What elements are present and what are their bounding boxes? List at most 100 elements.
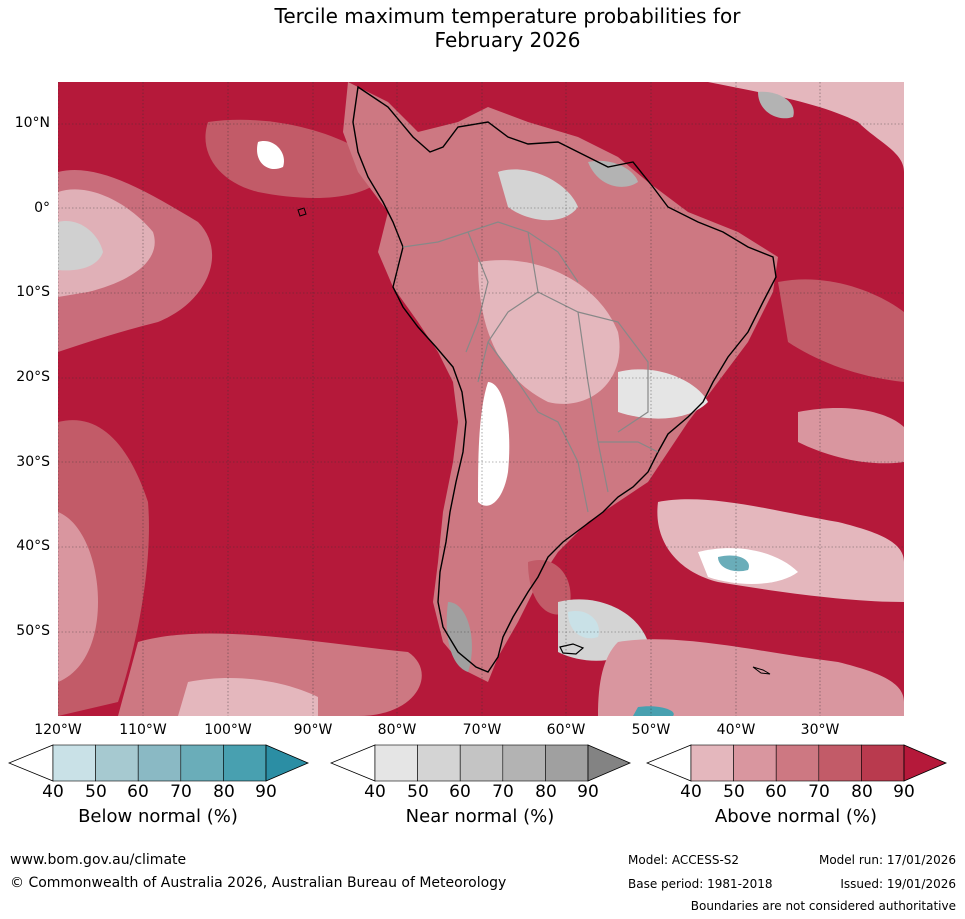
colorbar-low-extend	[646, 744, 692, 782]
probability-map	[58, 82, 904, 716]
chart-title: Tercile maximum temperature probabilitie…	[0, 4, 965, 52]
tick-label: 80	[535, 782, 557, 802]
atlantic-blue-patch	[568, 611, 599, 639]
lat-label-30S: 30°S	[16, 454, 50, 470]
country-boundaries	[402, 221, 659, 513]
lon-label-120W: 120°W	[34, 722, 82, 738]
lon-label-70W: 70°W	[462, 722, 502, 738]
tick-label: 70	[492, 782, 514, 802]
colorbar-segment	[223, 744, 267, 782]
pacific-southwest-pale	[58, 512, 98, 682]
land-pale-central	[618, 369, 708, 419]
tick-label: 60	[449, 782, 471, 802]
lon-label-80W: 80°W	[377, 722, 417, 738]
colorbar-segment	[733, 744, 777, 782]
atlantic-ne-pale	[708, 82, 904, 172]
footer-base-period: Base period: 1981-2018	[628, 877, 773, 891]
colorbar-above-normal	[646, 744, 948, 782]
lon-label-50W: 50°W	[631, 722, 671, 738]
atlantic-blue-spot	[718, 555, 749, 572]
colorbar-low-extend	[8, 744, 54, 782]
colorbar-segment	[690, 744, 734, 782]
lat-label-20S: 20°S	[16, 369, 50, 385]
south-georgia	[752, 666, 771, 675]
land-grey-south	[446, 602, 472, 672]
colorbar-segment	[502, 744, 546, 782]
footer-model-run: Model run: 17/01/2026	[818, 853, 956, 867]
title-line-2: February 2026	[434, 28, 581, 52]
colorbar-high-extend	[265, 744, 310, 782]
colorbar-segment	[775, 744, 820, 782]
footer-model: Model: ACCESS-S2	[628, 853, 740, 867]
colorbar-segment	[374, 744, 418, 782]
lat-label-10N: 10°N	[14, 115, 50, 131]
atlantic-east-band	[778, 279, 904, 382]
south-america-coastline	[352, 85, 777, 673]
lat-label-40S: 40°S	[16, 538, 50, 554]
map-gridlines	[58, 82, 904, 716]
land-pale-andes	[478, 382, 510, 506]
colorbar-segment	[417, 744, 461, 782]
colorbar-below-normal	[8, 744, 310, 782]
colorbar-segment	[861, 744, 905, 782]
lon-label-60W: 60°W	[546, 722, 586, 738]
pacific-west-grey	[58, 221, 103, 271]
colorbar-segment	[137, 744, 182, 782]
tick-label: 70	[808, 782, 830, 802]
lon-label-110W: 110°W	[119, 722, 167, 738]
north-pale-spot	[257, 141, 284, 170]
lat-label-10S: 10°S	[16, 284, 50, 300]
pacific-west-pale	[58, 189, 155, 297]
pacific-south-pale	[178, 677, 318, 716]
colorbar-near-normal	[330, 744, 632, 782]
atlantic-ne-grey	[758, 91, 794, 119]
title-line-1: Tercile maximum temperature probabilitie…	[274, 4, 741, 28]
colorbar-segment	[545, 744, 589, 782]
colorbar-segment	[95, 744, 139, 782]
tick-label: 60	[765, 782, 787, 802]
lat-label-0: 0°	[34, 200, 50, 216]
lon-label-100W: 100°W	[204, 722, 252, 738]
footer-copyright: © Commonwealth of Australia 2026, Austra…	[10, 875, 507, 891]
footer-issued: Issued: 19/01/2026	[840, 877, 956, 891]
lon-label-90W: 90°W	[293, 722, 333, 738]
footer-website: www.bom.gov.au/climate	[10, 852, 187, 868]
tick-label: 40	[364, 782, 386, 802]
colorbar-high-extend	[587, 744, 632, 782]
lon-label-40W: 40°W	[716, 722, 756, 738]
atlantic-east-pale	[798, 407, 904, 464]
tick-label: 50	[85, 782, 107, 802]
colorbar-segment	[818, 744, 862, 782]
tick-label: 80	[213, 782, 235, 802]
tick-label: 40	[42, 782, 64, 802]
tick-label: 90	[255, 782, 277, 802]
falkland-islands	[559, 643, 585, 655]
tick-label: 50	[407, 782, 429, 802]
lat-label-50S: 50°S	[16, 623, 50, 639]
tick-label: 60	[127, 782, 149, 802]
tick-label: 40	[680, 782, 702, 802]
atlantic-south-pale	[598, 639, 904, 716]
colorbar-segment	[52, 744, 96, 782]
land-pale-interior	[478, 260, 620, 404]
colorbar-segment	[180, 744, 224, 782]
tick-label: 90	[893, 782, 915, 802]
colorbar-low-extend	[330, 744, 376, 782]
colorbar-title-below: Below normal (%)	[78, 806, 238, 827]
colorbar-segment	[459, 744, 504, 782]
land-grey-guiana	[588, 160, 638, 187]
north-pacific-band	[205, 119, 388, 198]
colorbar-title-above: Above normal (%)	[714, 806, 878, 827]
galapagos	[297, 207, 307, 217]
tick-label: 70	[170, 782, 192, 802]
colorbar-title-near: Near normal (%)	[405, 806, 555, 827]
far-south-blue	[633, 706, 674, 716]
land-grey-amazon	[498, 169, 578, 221]
tick-label: 90	[577, 782, 599, 802]
lon-label-30W: 30°W	[800, 722, 840, 738]
footer-disclaimer: Boundaries are not considered authoritat…	[690, 899, 956, 913]
land-dark-south	[528, 560, 571, 615]
tick-label: 80	[851, 782, 873, 802]
tick-label: 50	[723, 782, 745, 802]
colorbar-high-extend	[903, 744, 948, 782]
